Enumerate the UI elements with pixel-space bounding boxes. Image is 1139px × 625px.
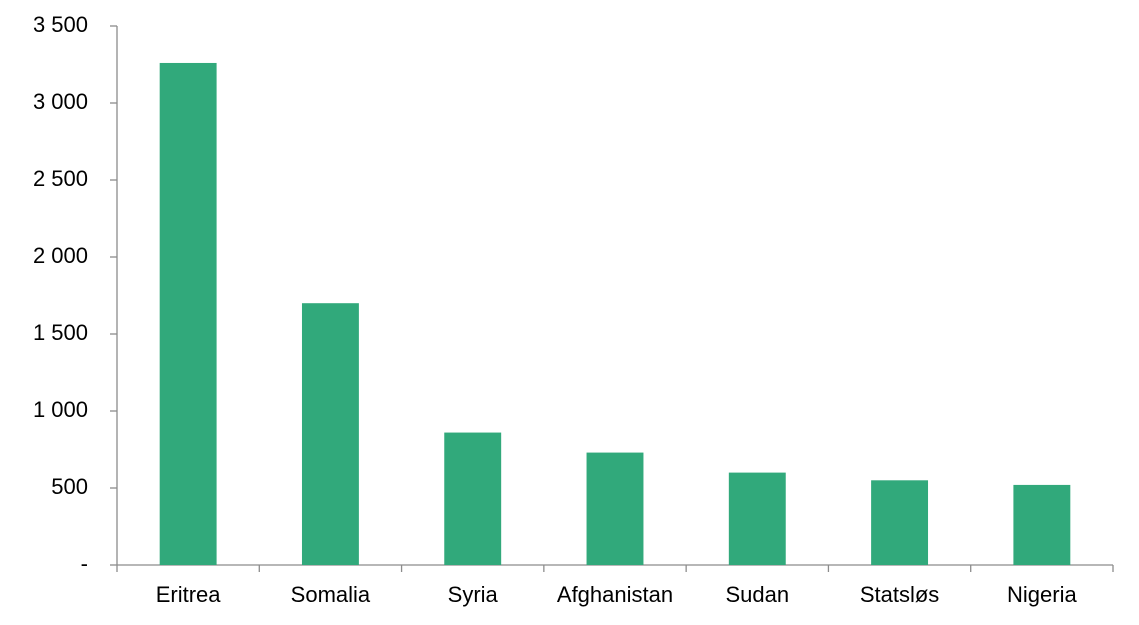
y-tick-label: 2 000 (33, 243, 88, 268)
bar (728, 472, 786, 565)
bar (871, 480, 929, 565)
x-tick-label: Sudan (725, 582, 789, 607)
y-tick-label: 1 000 (33, 397, 88, 422)
bar (301, 303, 359, 565)
y-tick-label: 2 500 (33, 166, 88, 191)
x-tick-label: Nigeria (1007, 582, 1077, 607)
x-tick-label: Eritrea (156, 582, 222, 607)
x-tick-label: Somalia (291, 582, 371, 607)
y-tick-label: 3 500 (33, 12, 88, 37)
bar (159, 62, 217, 566)
y-tick-label: 3 000 (33, 89, 88, 114)
x-tick-label: Syria (448, 582, 499, 607)
bar (444, 432, 502, 565)
x-tick-label: Afghanistan (557, 582, 673, 607)
bar (586, 452, 644, 565)
y-tick-label: 500 (51, 474, 88, 499)
x-tick-label: Statsløs (860, 582, 939, 607)
bar (1013, 484, 1071, 565)
y-tick-label: 1 500 (33, 320, 88, 345)
y-tick-label: - (81, 551, 88, 576)
